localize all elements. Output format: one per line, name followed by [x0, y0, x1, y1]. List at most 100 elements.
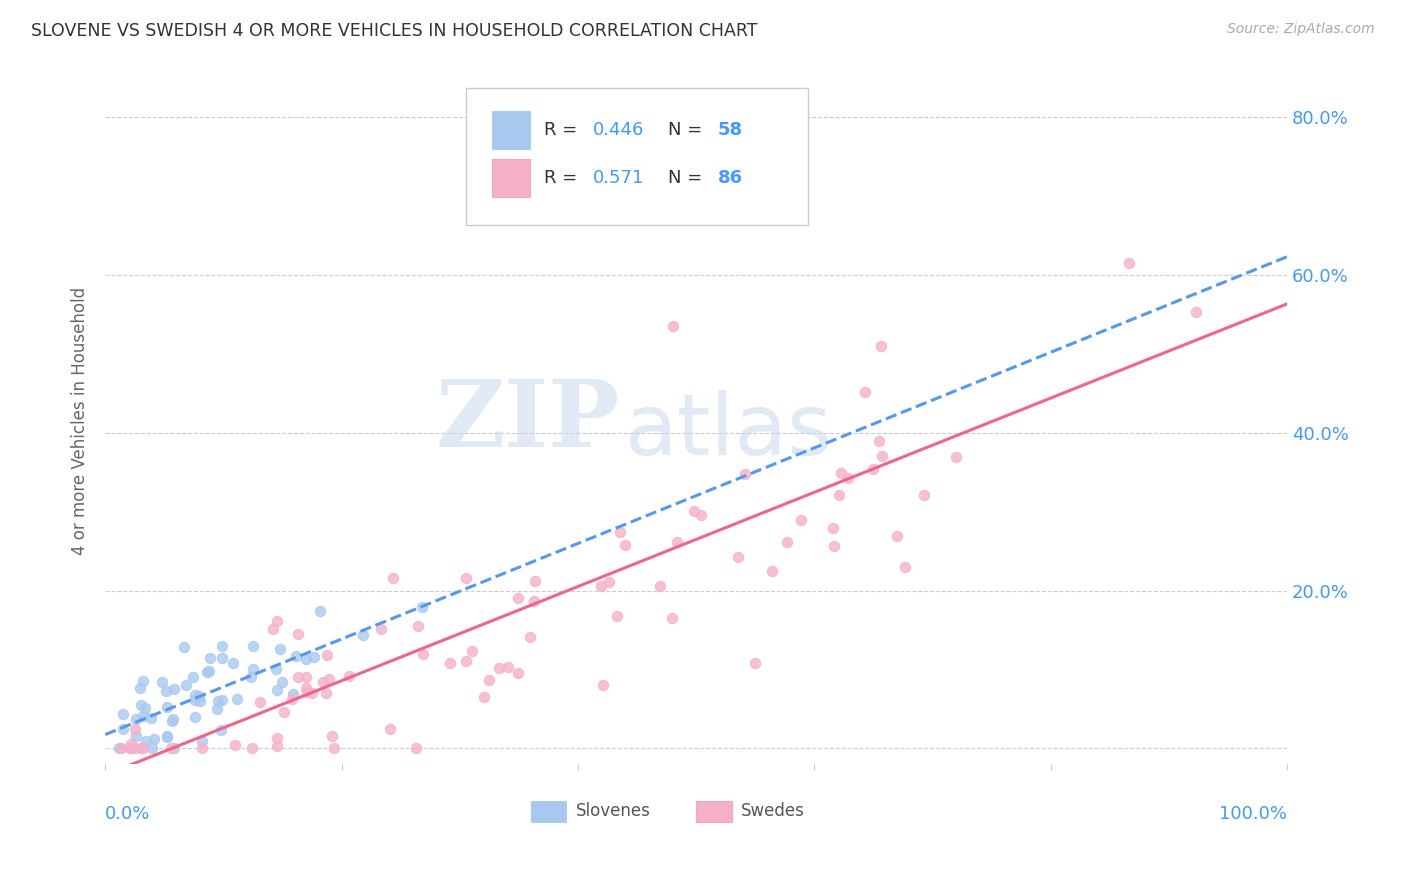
Point: [461, 644, 484, 658]
Point: [472, 690, 495, 704]
Point: [870, 339, 893, 353]
Point: [240, 741, 263, 756]
Point: [155, 684, 177, 698]
Point: [294, 681, 316, 696]
Point: [120, 741, 142, 756]
FancyBboxPatch shape: [492, 159, 530, 197]
Point: [776, 535, 799, 549]
Point: [163, 681, 186, 696]
Point: [132, 741, 155, 756]
Point: [269, 641, 291, 656]
Point: [266, 662, 288, 676]
Point: [454, 654, 477, 668]
Point: [823, 539, 845, 553]
Point: [249, 695, 271, 709]
Point: [211, 640, 233, 654]
Point: [312, 674, 335, 689]
Point: [150, 674, 173, 689]
Point: [211, 651, 233, 665]
Point: [125, 712, 148, 726]
Point: [132, 709, 155, 723]
Point: [744, 656, 766, 670]
Point: [321, 729, 343, 743]
Point: [111, 723, 134, 737]
Point: [749, 193, 772, 207]
Point: [295, 685, 318, 699]
Point: [478, 673, 501, 687]
Text: 58: 58: [717, 121, 742, 139]
Point: [506, 666, 529, 681]
Point: [412, 647, 434, 661]
Point: [120, 741, 142, 756]
Point: [209, 723, 232, 737]
Point: [488, 660, 510, 674]
Point: [125, 729, 148, 743]
Point: [224, 738, 246, 752]
Point: [912, 488, 935, 502]
Point: [406, 619, 429, 633]
Point: [162, 712, 184, 726]
Point: [188, 694, 211, 708]
Point: [295, 652, 318, 666]
Point: [945, 450, 967, 464]
Point: [609, 524, 631, 539]
Point: [129, 741, 152, 756]
Point: [606, 609, 628, 624]
Point: [266, 615, 288, 629]
Point: [496, 660, 519, 674]
Point: [524, 574, 547, 588]
Text: SLOVENE VS SWEDISH 4 OR MORE VEHICLES IN HOUSEHOLD CORRELATION CHART: SLOVENE VS SWEDISH 4 OR MORE VEHICLES IN…: [31, 22, 758, 40]
Point: [191, 741, 214, 756]
Point: [112, 706, 135, 721]
Point: [156, 699, 179, 714]
Point: [188, 690, 211, 704]
Point: [129, 681, 152, 695]
Point: [240, 670, 263, 684]
FancyBboxPatch shape: [696, 801, 731, 822]
Point: [281, 687, 304, 701]
Point: [862, 461, 884, 475]
Point: [830, 466, 852, 480]
Point: [191, 733, 214, 747]
Point: [195, 665, 218, 679]
Point: [198, 651, 221, 665]
Point: [181, 670, 204, 684]
Point: [134, 700, 156, 714]
Text: 0.0%: 0.0%: [105, 805, 150, 823]
FancyBboxPatch shape: [465, 87, 808, 225]
Text: 86: 86: [717, 169, 742, 187]
Point: [131, 698, 153, 712]
Point: [273, 705, 295, 719]
Text: R =: R =: [544, 169, 589, 187]
Point: [868, 434, 890, 448]
Point: [309, 604, 332, 618]
Point: [281, 692, 304, 706]
Point: [821, 521, 844, 535]
Point: [160, 741, 183, 756]
Point: [661, 319, 683, 334]
Point: [598, 575, 620, 590]
Point: [162, 714, 184, 728]
Text: 100.0%: 100.0%: [1219, 805, 1286, 823]
Point: [318, 673, 340, 687]
Text: atlas: atlas: [626, 390, 834, 473]
Point: [118, 741, 141, 756]
Point: [205, 702, 228, 716]
Point: [108, 741, 131, 756]
Point: [405, 741, 427, 756]
Point: [352, 628, 374, 642]
Text: Swedes: Swedes: [741, 802, 804, 820]
Text: Slovenes: Slovenes: [575, 802, 651, 820]
Point: [222, 657, 245, 671]
Point: [893, 560, 915, 574]
Point: [439, 656, 461, 670]
Point: [141, 741, 163, 756]
Point: [411, 600, 433, 615]
Point: [287, 670, 309, 684]
Point: [827, 488, 849, 502]
Point: [155, 729, 177, 743]
Point: [183, 710, 205, 724]
Point: [110, 741, 132, 756]
Point: [141, 711, 163, 725]
Point: [734, 467, 756, 481]
